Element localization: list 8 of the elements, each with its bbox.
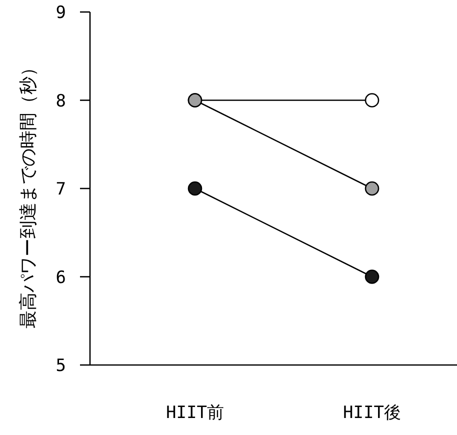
y-tick-label: 9 [56,3,66,23]
x-tick-label: HIIT前 [166,403,224,423]
y-axis-title: 最高パワー到達までの時間（秒） [18,58,39,328]
x-tick-label: HIIT後 [343,403,401,423]
y-tick-label: 7 [56,180,66,200]
y-tick-label: 6 [56,268,66,288]
y-tick-label: 8 [56,91,66,112]
y-tick-label: 5 [56,356,66,376]
